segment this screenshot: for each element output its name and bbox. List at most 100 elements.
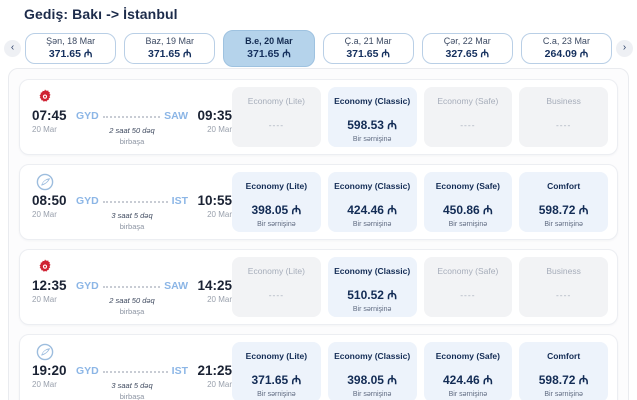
arrival: 10:55 20 Mar (194, 193, 232, 219)
fare-note: Bir sərnişinə (352, 136, 392, 143)
date-label: B.e, 20 Mar (245, 35, 293, 46)
arrival-date: 20 Mar (207, 210, 232, 219)
journey: 07:45 20 Mar GYD SAW 2 saat 50 dəq birba… (32, 108, 232, 146)
fare-label: Business (546, 266, 581, 276)
flight-row: 07:45 20 Mar GYD SAW 2 saat 50 dəq birba… (19, 79, 618, 155)
fare-label: Economy (Classic) (334, 266, 411, 276)
fare-note: Bir sərnişinə (257, 391, 296, 398)
date-price: 327.65 ₼ (445, 47, 490, 60)
flight-duration: 2 saat 50 dəq (109, 126, 155, 135)
flight-info: 07:45 20 Mar GYD SAW 2 saat 50 dəq birba… (32, 87, 232, 147)
fare-price: 424.46 ₼ (442, 373, 493, 387)
route: GYD IST 3 saat 5 dəq birbaşa (70, 193, 194, 231)
fare-price: 424.46 ₼ (347, 203, 397, 217)
route-dotted-line (102, 200, 168, 203)
flight-info: 19:20 20 Mar GYD IST 3 saat 5 dəq birbaş… (32, 342, 232, 400)
fare-note: Bir sərnişinə (352, 391, 392, 398)
arrival-airport-code: IST (171, 195, 188, 207)
date-price: 371.65 ₼ (48, 47, 93, 60)
fare-price: 598.72 ₼ (538, 373, 589, 387)
fare-economy-lite[interactable]: Economy (Lite) ---- (232, 87, 321, 147)
arrival-airport-code: SAW (164, 280, 188, 292)
date-card-23-mar[interactable]: C.a, 23 Mar 264.09 ₼ (520, 32, 613, 64)
fare-economy-classic[interactable]: Economy (Classic) 598.53 ₼ Bir sərnişinə (327, 87, 417, 147)
flight-stops: birbaşa (119, 222, 145, 231)
date-card-22-mar[interactable]: Çər, 22 Mar 327.65 ₼ (421, 32, 513, 64)
date-card-20-mar-selected[interactable]: B.e, 20 Mar 371.65 ₼ (223, 29, 315, 67)
flight-stops: birbaşa (119, 392, 145, 400)
carousel-prev-button[interactable]: ‹ (4, 39, 21, 57)
fare-label: Economy (Safe) (435, 181, 500, 191)
departure: 19:20 20 Mar (32, 363, 70, 389)
buta-airways-logo-icon (39, 259, 51, 272)
fare-economy-lite[interactable]: Economy (Lite) 371.65 ₼ Bir sərnişinə (232, 342, 321, 400)
flight-stops: birbaşa (119, 137, 145, 146)
flight-row: 19:20 20 Mar GYD IST 3 saat 5 dəq birbaş… (19, 334, 618, 400)
fare-label: Economy (Lite) (245, 181, 308, 191)
fare-comfort[interactable]: Comfort 598.72 ₼ Bir sərnişinə (519, 172, 608, 232)
fare-note: Bir sərnişinə (352, 221, 392, 228)
date-label: Şən, 18 Mar (46, 35, 96, 46)
route: GYD SAW 2 saat 50 dəq birbaşa (70, 278, 194, 316)
departure: 08:50 20 Mar (32, 193, 70, 219)
fare-comfort[interactable]: Comfort 598.72 ₼ Bir sərnişinə (519, 342, 608, 400)
flight-results-list: 07:45 20 Mar GYD SAW 2 saat 50 dəq birba… (8, 68, 629, 400)
arrival: 14:25 20 Mar (194, 278, 232, 304)
date-card-19-mar[interactable]: Baz, 19 Mar 371.65 ₼ (124, 32, 216, 64)
fare-business[interactable]: Business ---- (519, 87, 608, 147)
azal-airlines-logo-icon (36, 173, 54, 191)
flight-info: 08:50 20 Mar GYD IST 3 saat 5 dəq birbaş… (32, 172, 232, 232)
flight-stops: birbaşa (119, 307, 145, 316)
date-price: 264.09 ₼ (544, 47, 589, 60)
carousel-next-button[interactable]: › (616, 39, 633, 57)
fare-economy-safe[interactable]: Economy (Safe) 450.86 ₼ Bir sərnişinə (423, 172, 513, 232)
fare-economy-classic[interactable]: Economy (Classic) 424.46 ₼ Bir sərnişinə (327, 172, 417, 232)
arrival-time: 14:25 (197, 278, 232, 293)
fare-label: Comfort (547, 351, 581, 361)
fare-options: Economy (Lite) 371.65 ₼ Bir sərnişinə Ec… (232, 342, 608, 400)
date-card-21-mar[interactable]: Ç.a, 21 Mar 371.65 ₼ (322, 32, 414, 64)
date-card-18-mar[interactable]: Şən, 18 Mar 371.65 ₼ (25, 32, 117, 64)
fare-note: Bir sərnişinə (448, 221, 488, 228)
date-price: 371.65 ₼ (147, 47, 192, 60)
departure-time: 08:50 (32, 193, 67, 208)
fare-business[interactable]: Business ---- (519, 257, 608, 317)
fare-economy-safe[interactable]: Economy (Safe) ---- (423, 87, 513, 147)
fare-price: 510.52 ₼ (347, 288, 397, 302)
fare-label: Comfort (547, 181, 581, 191)
arrival-date: 20 Mar (207, 295, 232, 304)
departure: 07:45 20 Mar (32, 108, 70, 134)
fare-economy-classic[interactable]: Economy (Classic) 510.52 ₼ Bir sərnişinə (327, 257, 417, 317)
departure-date: 20 Mar (32, 210, 57, 219)
route-dotted-line (102, 115, 161, 118)
fare-economy-lite[interactable]: Economy (Lite) 398.05 ₼ Bir sərnişinə (232, 172, 321, 232)
fare-price: ---- (460, 290, 476, 300)
departure-airport-code: GYD (76, 280, 99, 292)
fare-economy-safe[interactable]: Economy (Safe) ---- (423, 257, 513, 317)
fare-economy-safe[interactable]: Economy (Safe) 424.46 ₼ Bir sərnişinə (423, 342, 513, 400)
arrival-date: 20 Mar (207, 125, 232, 134)
fare-label: Business (546, 96, 581, 106)
fare-price: 450.86 ₼ (442, 203, 493, 217)
date-label: Çər, 22 Mar (443, 35, 491, 46)
fare-options: Economy (Lite) ---- Economy (Classic) 59… (232, 87, 608, 147)
fare-price: ---- (460, 120, 476, 130)
fare-economy-lite[interactable]: Economy (Lite) ---- (232, 257, 321, 317)
journey: 12:35 20 Mar GYD SAW 2 saat 50 dəq birba… (32, 278, 232, 316)
departure: 12:35 20 Mar (32, 278, 70, 304)
fare-note: Bir sərnişinə (544, 221, 583, 228)
route-dotted-line (102, 370, 168, 373)
flight-row: 12:35 20 Mar GYD SAW 2 saat 50 dəq birba… (19, 249, 618, 325)
date-label: Ç.a, 21 Mar (344, 35, 392, 46)
arrival-airport-code: SAW (164, 110, 188, 122)
journey: 19:20 20 Mar GYD IST 3 saat 5 dəq birbaş… (32, 363, 232, 400)
date-carousel: ‹ Şən, 18 Mar 371.65 ₼ Baz, 19 Mar 371.6… (0, 28, 637, 68)
fare-note: Bir sərnişinə (448, 391, 488, 398)
arrival-time: 09:35 (197, 108, 232, 123)
departure-date: 20 Mar (32, 295, 57, 304)
departure-time: 19:20 (32, 363, 67, 378)
page-title: Gediş: Bakı -> İstanbul (24, 6, 178, 22)
date-label: C.a, 23 Mar (542, 35, 590, 46)
fare-economy-classic[interactable]: Economy (Classic) 398.05 ₼ Bir sərnişinə (327, 342, 417, 400)
fare-price: ---- (268, 290, 285, 300)
